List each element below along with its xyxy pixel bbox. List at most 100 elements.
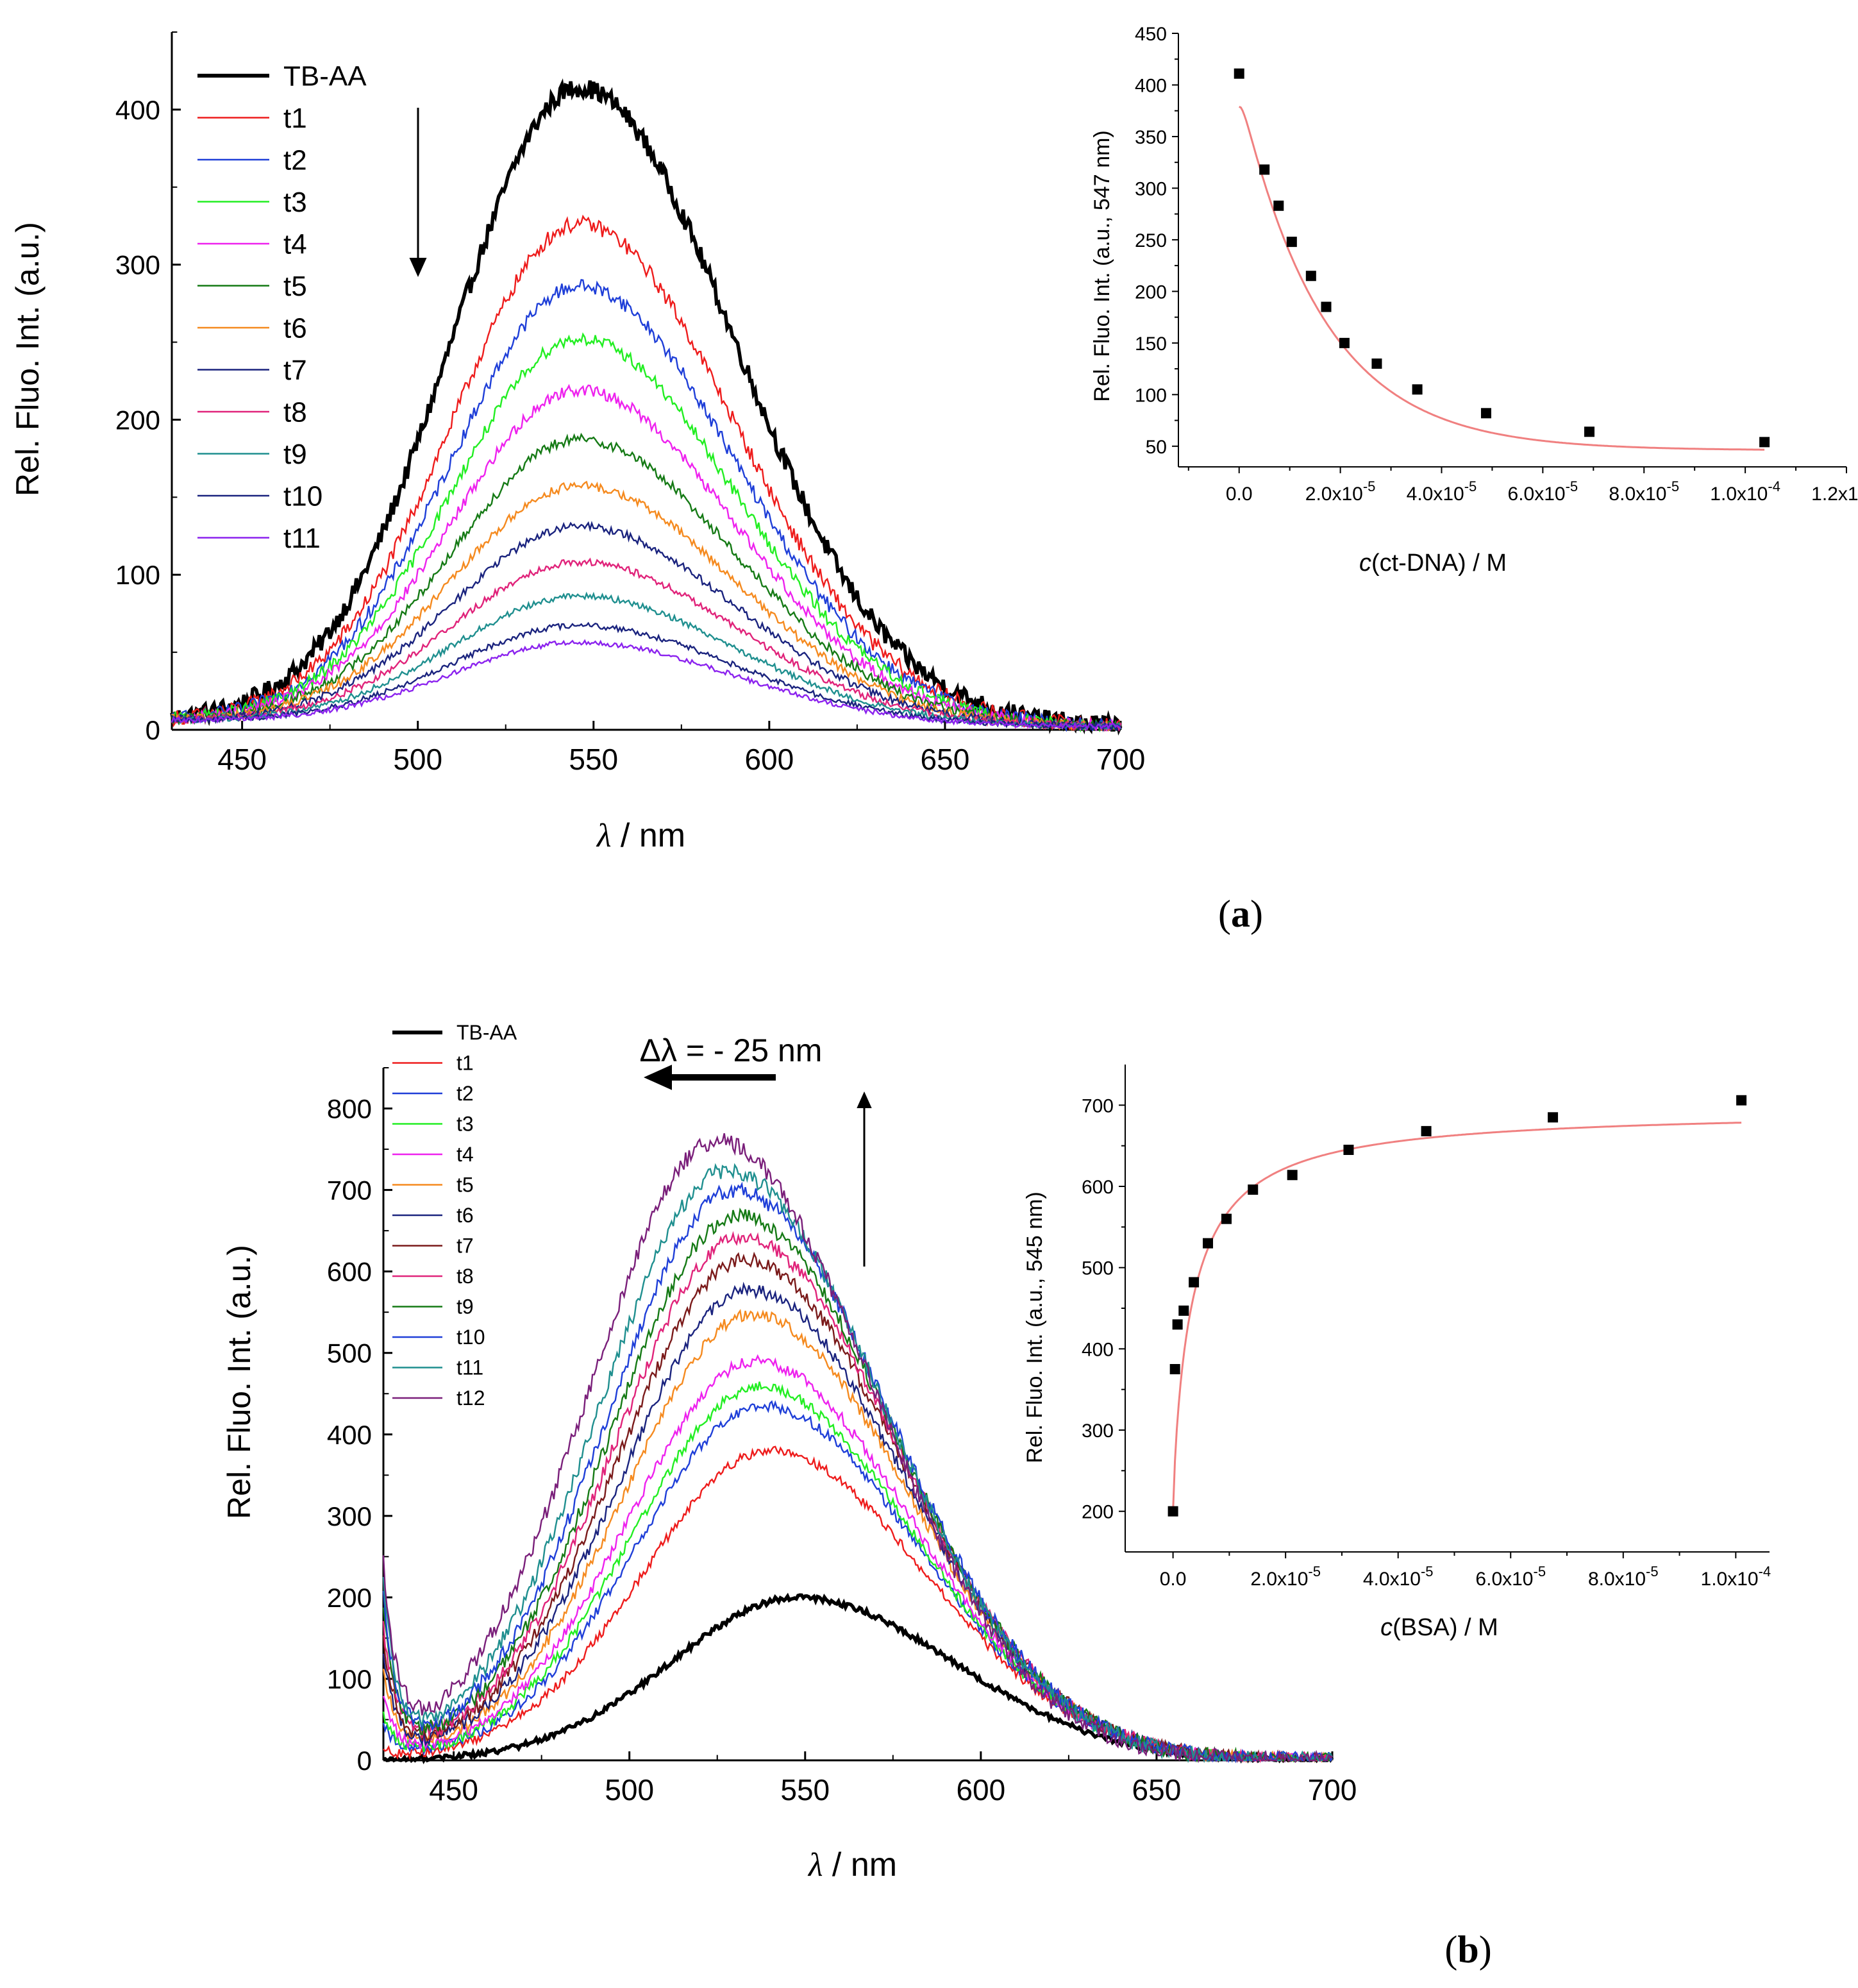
legend-label-t1: t1 bbox=[456, 1052, 474, 1075]
x-tick-label: 450 bbox=[217, 743, 267, 776]
x-tick-label: 2.0x10-5 bbox=[1305, 478, 1376, 505]
y-tick-label: 450 bbox=[1135, 24, 1167, 45]
y-tick-label: 300 bbox=[1082, 1420, 1114, 1442]
legend-label-t7: t7 bbox=[456, 1234, 474, 1258]
plot-area-a-inset: 50 100 150 200 250 300 350 400 450 0.0 2.0x10-5 4.0… bbox=[1135, 24, 1858, 505]
legend-label-t3: t3 bbox=[283, 187, 307, 218]
legend-label-t9: t9 bbox=[456, 1295, 474, 1318]
y-tick-label: 300 bbox=[1135, 178, 1167, 199]
data-point bbox=[1189, 1277, 1200, 1288]
y-tick-label: 350 bbox=[1135, 127, 1167, 148]
chart-b-main: 0 100 200 300 400 500 600 700 800 450 500 550 600 650… bbox=[221, 1021, 1357, 1883]
xlabel-a-main: λ / nm bbox=[596, 817, 685, 854]
series-line-t1 bbox=[383, 1445, 1332, 1764]
y-tick-label: 700 bbox=[327, 1175, 372, 1206]
data-point bbox=[1168, 1506, 1178, 1517]
legend-label-t1: t1 bbox=[283, 103, 307, 134]
plot-area-a-main: 0 100 200 300 400 450 500 550 600 650 700 TB-AA t1 t2… bbox=[115, 31, 1145, 776]
x-tick-label: 1.2x10-4 bbox=[1811, 478, 1858, 505]
y-tick-label: 400 bbox=[115, 95, 160, 125]
series-line-t5 bbox=[171, 432, 1121, 732]
plot-area-b-inset: 200 300 400 500 600 700 0.0 2.0x10-5 4.0x10-5 6.0… bbox=[1082, 1065, 1771, 1590]
data-point bbox=[1759, 437, 1770, 448]
legend-label-t12: t12 bbox=[456, 1386, 485, 1410]
series-line-TB-AA bbox=[382, 1592, 1334, 1765]
series-line-t9 bbox=[171, 591, 1122, 730]
y-tick-label: 0 bbox=[357, 1746, 372, 1776]
series-line-t6 bbox=[171, 480, 1121, 732]
legend-label-t6: t6 bbox=[283, 312, 307, 344]
data-point bbox=[1421, 1125, 1432, 1136]
series-line-t9 bbox=[382, 1208, 1333, 1763]
ylabel-a-inset: Rel. Fluo. Int. (a.u., 547 nm) bbox=[1090, 130, 1114, 401]
x-tick-label: 0.0 bbox=[1160, 1569, 1187, 1590]
x-tick-label: 550 bbox=[780, 1773, 830, 1807]
y-tick-label: 200 bbox=[115, 405, 160, 435]
y-tick-label: 200 bbox=[1082, 1502, 1114, 1523]
series-line-t3 bbox=[382, 1381, 1334, 1763]
y-tick-label: 200 bbox=[327, 1583, 372, 1613]
series-line-t7 bbox=[171, 521, 1122, 733]
data-point bbox=[1548, 1112, 1559, 1123]
y-tick-label: 400 bbox=[1082, 1339, 1114, 1360]
legend-label-t6: t6 bbox=[456, 1204, 474, 1227]
x-tick-label: 550 bbox=[569, 743, 618, 776]
x-tick-label: 700 bbox=[1308, 1773, 1357, 1807]
legend-label-t8: t8 bbox=[456, 1265, 474, 1288]
x-tick-label: 0.0 bbox=[1226, 484, 1253, 505]
arrow-down-head bbox=[409, 258, 427, 277]
xlabel-a-inset: c(ct-DNA) / M bbox=[1359, 550, 1507, 577]
legend-label-TB-AA: TB-AA bbox=[283, 60, 367, 92]
legend-label-t4: t4 bbox=[456, 1143, 474, 1166]
chart-a-inset: 50 100 150 200 250 300 350 400 450 0.0 2.0x10-5 4.0… bbox=[1090, 24, 1858, 577]
legend-label-t7: t7 bbox=[283, 355, 307, 386]
fit-curve bbox=[1238, 105, 1765, 451]
data-point bbox=[1736, 1095, 1747, 1106]
x-tick-label: 8.0x10-5 bbox=[1609, 478, 1679, 505]
chart-b-inset: 200 300 400 500 600 700 0.0 2.0x10-5 4.0x10-5 6.0… bbox=[1023, 1065, 1771, 1641]
data-point bbox=[1221, 1213, 1232, 1224]
data-point bbox=[1248, 1184, 1259, 1195]
x-tick-label: 600 bbox=[744, 743, 794, 776]
data-point bbox=[1412, 384, 1423, 395]
panel-label-a: (a) bbox=[1218, 893, 1263, 935]
data-point bbox=[1287, 1170, 1298, 1181]
data-point bbox=[1339, 337, 1350, 348]
legend-label-t9: t9 bbox=[283, 439, 307, 470]
series-line-t1 bbox=[171, 214, 1122, 731]
x-tick-label: 4.0x10-5 bbox=[1407, 478, 1477, 505]
xlabel-b-main: λ / nm bbox=[807, 1846, 897, 1883]
series-line-TB-AA bbox=[170, 78, 1123, 736]
y-tick-label: 150 bbox=[1135, 333, 1167, 355]
x-tick-label: 8.0x10-5 bbox=[1588, 1563, 1659, 1590]
data-point bbox=[1480, 408, 1491, 419]
xlabel-b-inset: c(BSA) / M bbox=[1380, 1614, 1498, 1641]
legend-label-t5: t5 bbox=[283, 271, 307, 302]
ylabel-a-main: Rel. Fluo. Int. (a.u.) bbox=[10, 222, 46, 496]
data-point bbox=[1234, 68, 1244, 79]
y-tick-label: 200 bbox=[1135, 282, 1167, 303]
legend-label-t10: t10 bbox=[456, 1326, 485, 1349]
y-tick-label: 700 bbox=[1082, 1095, 1114, 1116]
series-line-t11 bbox=[171, 639, 1121, 731]
x-tick-label: 2.0x10-5 bbox=[1250, 1563, 1321, 1590]
legend-label-t2: t2 bbox=[283, 144, 307, 176]
series-line-t12 bbox=[382, 1133, 1333, 1764]
y-tick-label: 300 bbox=[115, 250, 160, 280]
ylabel-b-main: Rel. Fluo. Int. (a.u.) bbox=[221, 1245, 257, 1519]
y-tick-label: 100 bbox=[115, 560, 160, 590]
data-point bbox=[1343, 1145, 1354, 1155]
x-tick-label: 6.0x10-5 bbox=[1508, 478, 1578, 505]
fit-curve bbox=[1172, 1122, 1742, 1512]
x-tick-label: 4.0x10-5 bbox=[1363, 1563, 1434, 1590]
x-tick-label: 1.0x10-4 bbox=[1701, 1563, 1771, 1590]
chart-a-main: 0 100 200 300 400 450 500 550 600 650 700 TB-AA t1 t2… bbox=[10, 31, 1145, 854]
legend-label-TB-AA: TB-AA bbox=[456, 1021, 517, 1044]
y-tick-label: 500 bbox=[1082, 1258, 1114, 1279]
y-tick-label: 300 bbox=[327, 1501, 372, 1531]
data-point bbox=[1169, 1364, 1180, 1374]
x-tick-label: 1.0x10-4 bbox=[1710, 478, 1780, 505]
ylabel-b-inset: Rel. Fluo. Int. (a.u., 545 nm) bbox=[1023, 1192, 1047, 1463]
y-tick-label: 800 bbox=[327, 1094, 372, 1124]
